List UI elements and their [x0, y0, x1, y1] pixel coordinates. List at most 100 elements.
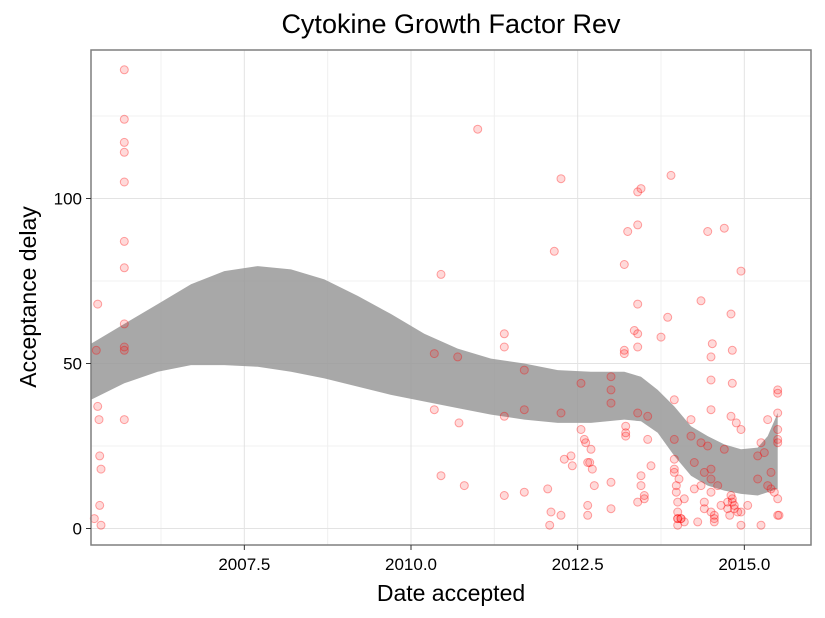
data-point — [95, 451, 105, 461]
data-point — [773, 510, 783, 520]
data-point — [499, 342, 509, 352]
data-point — [766, 467, 776, 477]
data-point — [587, 464, 597, 474]
data-point — [756, 438, 766, 448]
data-point — [606, 504, 616, 514]
data-point — [499, 329, 509, 339]
y-tick-label: 0 — [73, 520, 82, 539]
data-point — [589, 481, 599, 491]
data-point — [773, 438, 783, 448]
data-point — [773, 388, 783, 398]
data-point — [606, 398, 616, 408]
data-point — [543, 484, 553, 494]
x-tick-label: 2010.0 — [385, 555, 437, 574]
x-axis-title: Date accepted — [377, 580, 525, 606]
data-point — [707, 339, 717, 349]
data-point — [119, 415, 129, 425]
data-point — [549, 246, 559, 256]
data-point — [585, 458, 595, 467]
data-point — [731, 418, 741, 428]
data-point — [726, 309, 736, 319]
data-point — [763, 415, 773, 425]
data-point — [646, 461, 656, 471]
data-point — [699, 467, 709, 477]
data-point — [727, 345, 737, 355]
data-point — [727, 497, 737, 507]
data-point — [633, 342, 643, 352]
data-point — [727, 378, 737, 388]
data-point — [703, 441, 713, 451]
data-point — [639, 491, 649, 500]
data-point — [736, 266, 746, 276]
data-point — [656, 332, 666, 342]
x-tick-label: 2012.5 — [552, 555, 604, 574]
data-point — [636, 481, 646, 491]
data-point — [743, 500, 753, 510]
x-tick-label: 2007.5 — [218, 555, 270, 574]
data-point — [699, 504, 709, 514]
y-axis: 0 50 100 — [54, 190, 91, 539]
data-point — [119, 177, 129, 187]
data-point — [586, 444, 596, 454]
data-point — [689, 458, 699, 467]
data-point — [583, 510, 593, 520]
data-point — [119, 65, 129, 75]
data-point — [576, 425, 586, 434]
data-point — [674, 474, 684, 484]
data-point — [499, 411, 509, 421]
data-point — [723, 497, 733, 507]
data-point — [119, 319, 129, 329]
data-point — [686, 415, 696, 425]
data-point — [473, 124, 483, 134]
data-point — [606, 372, 616, 382]
data-point — [633, 329, 643, 339]
data-point — [619, 349, 629, 359]
data-point — [91, 345, 101, 355]
data-point — [621, 431, 631, 441]
data-point — [763, 481, 773, 491]
panel-border — [90, 49, 812, 546]
data-point — [736, 507, 746, 517]
data-point — [621, 421, 631, 431]
data-point — [633, 408, 643, 418]
data-point — [736, 425, 746, 434]
data-point — [566, 451, 576, 461]
data-point — [119, 147, 129, 157]
data-point — [729, 504, 739, 514]
data-point — [673, 514, 683, 524]
data-point — [556, 510, 566, 520]
data-point — [736, 520, 746, 530]
data-point — [726, 411, 736, 421]
data-point — [706, 405, 716, 415]
data-point — [709, 517, 719, 527]
data-point — [119, 342, 129, 352]
data-point — [429, 349, 439, 359]
data-point — [673, 507, 683, 517]
data-point — [619, 260, 629, 269]
data-point — [633, 299, 643, 309]
data-point — [639, 494, 649, 504]
data-point — [725, 510, 735, 520]
data-point — [545, 520, 555, 530]
data-point — [673, 514, 683, 524]
data-point — [93, 299, 103, 309]
data-point — [706, 352, 716, 362]
data-point — [753, 474, 763, 484]
data-point — [726, 491, 736, 500]
data-point — [773, 408, 783, 418]
data-point — [119, 137, 129, 147]
data-point — [709, 514, 719, 524]
data-point — [723, 504, 733, 514]
data-point — [696, 481, 706, 491]
data-point — [436, 471, 446, 481]
data-point — [93, 401, 103, 411]
data-point — [673, 497, 683, 507]
data-point — [633, 497, 643, 507]
data-point — [689, 484, 699, 494]
data-point — [621, 428, 631, 438]
data-point — [733, 507, 743, 517]
data-point — [583, 458, 593, 467]
data-point — [519, 365, 529, 375]
data-point — [95, 500, 105, 510]
data-point — [429, 405, 439, 415]
